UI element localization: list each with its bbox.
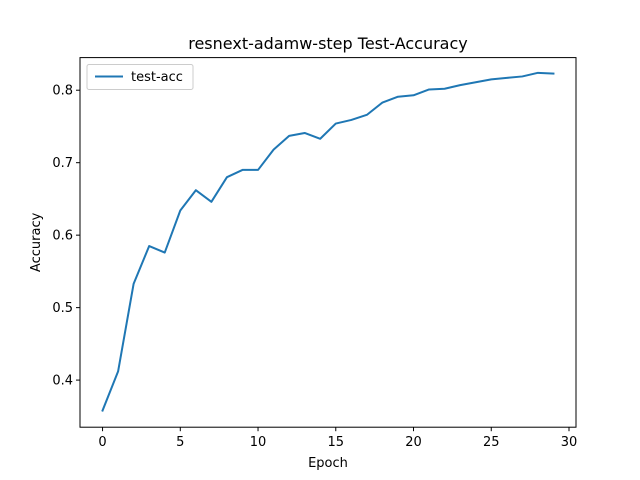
y-tick-label: 0.6 <box>52 229 73 244</box>
y-tick-label: 0.5 <box>52 301 73 316</box>
series-line-test-acc <box>101 71 555 412</box>
x-tick-label: 5 <box>176 435 184 450</box>
y-axis-ticks: 0.4 0.5 0.6 0.7 0.8 <box>52 84 80 389</box>
x-tick-label: 10 <box>250 435 267 450</box>
x-axis-ticks: 0 5 10 15 20 25 30 <box>98 427 577 450</box>
chart-title: resnext-adamw-step Test-Accuracy <box>188 34 468 53</box>
x-tick-label: 25 <box>483 435 500 450</box>
y-axis-label: Accuracy <box>29 212 44 272</box>
x-axis-label: Epoch <box>308 456 348 471</box>
y-tick-label: 0.8 <box>52 84 73 99</box>
legend-box <box>86 64 194 90</box>
plot-area <box>101 71 555 412</box>
y-tick-label: 0.7 <box>52 156 73 171</box>
legend-label: test-acc <box>131 70 183 85</box>
y-tick-label: 0.4 <box>52 374 73 389</box>
x-tick-label: 0 <box>98 435 106 450</box>
x-tick-label: 15 <box>328 435 345 450</box>
plot-frame <box>79 57 577 428</box>
x-tick-label: 20 <box>405 435 422 450</box>
x-tick-label: 30 <box>561 435 578 450</box>
legend: test-acc <box>86 64 194 90</box>
